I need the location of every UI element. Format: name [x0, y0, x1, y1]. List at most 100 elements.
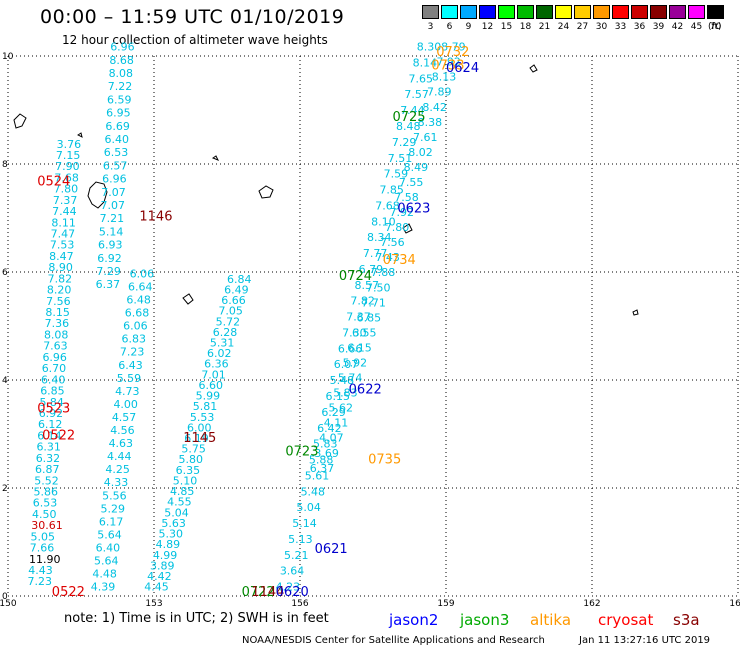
swh-value: 6.83 — [122, 333, 147, 346]
swh-value: 6.35 — [176, 464, 201, 477]
island-outline — [632, 309, 639, 316]
track-east-1: 8.30 8.14 7.65 7.57 7.44 8.48 7.29 7.51 7.59 7.85… — [276, 41, 442, 594]
swh-value: 5.14 — [99, 225, 124, 238]
swh-value: 6.59 — [107, 93, 132, 106]
x-tick-label: 150 — [0, 599, 17, 609]
swh-value: 6.40 — [105, 133, 129, 146]
swh-value: 7.61 — [413, 131, 438, 144]
swh-value: 5.99 — [196, 390, 221, 403]
swh-value: 4.89 — [156, 538, 181, 551]
island-outlines — [13, 64, 639, 316]
swh-value: 7.68 — [54, 171, 79, 184]
swh-value: 8.15 — [45, 306, 70, 319]
swh-value: 6.40 — [96, 541, 121, 554]
legend-swatch — [688, 5, 705, 19]
pass-time-label: 0522 — [42, 428, 75, 443]
swh-value: 8.02 — [408, 146, 433, 159]
swh-value: 4.11 — [324, 417, 349, 430]
y-tick-label: 6 — [2, 268, 8, 278]
swh-value: 5.10 — [173, 474, 198, 487]
pass-time-label: 0725 — [392, 110, 425, 125]
swh-value: 5.83 — [313, 438, 338, 451]
swh-value: 7.23 — [27, 575, 52, 588]
swh-value: 3.64 — [280, 565, 305, 578]
swh-value: 5.88 — [309, 454, 334, 467]
legend-label: 70 — [709, 22, 722, 32]
mission-cryosat: cryosat — [598, 611, 654, 629]
island-outline — [182, 293, 194, 305]
swh-value: 8.34 — [367, 231, 392, 244]
legend-swatch — [536, 5, 553, 19]
legend-swatch — [460, 5, 477, 19]
swh-value: 3.89 — [150, 559, 175, 572]
swh-value: 7.29 — [392, 136, 417, 149]
swh-value: 6.53 — [33, 497, 58, 510]
x-tick-label: 159 — [437, 599, 454, 609]
swh-value: 4.56 — [110, 424, 135, 437]
swh-value: 7.55 — [399, 176, 424, 189]
swh-value: 6.95 — [106, 107, 130, 120]
swh-value: 7.90 — [55, 160, 80, 173]
swh-value: 6.36 — [204, 358, 229, 371]
legend-label: 24 — [557, 22, 570, 32]
footer-timestamp: Jan 11 13:27:16 UTC 2019 — [579, 635, 711, 646]
swh-value: 11.90 — [29, 553, 61, 566]
swh-value: 7.30 — [342, 326, 367, 339]
swh-value: 5.30 — [159, 528, 184, 541]
pass-time-label: 1144 — [251, 585, 284, 600]
swh-value: 4.48 — [92, 568, 117, 581]
swh-value: 5.14 — [292, 517, 317, 530]
swh-value: 5.29 — [100, 502, 125, 515]
swh-value: 5.74 — [338, 372, 363, 385]
legend-label: 3 — [427, 22, 434, 32]
legend-swatch — [441, 5, 458, 19]
swh-value: 7.50 — [366, 281, 391, 294]
swh-value: 6.12 — [38, 418, 63, 431]
legend-label: 39 — [652, 22, 665, 32]
swh-value: 6.42 — [317, 422, 342, 435]
swh-value: 3.76 — [57, 138, 82, 151]
swh-value: 6.93 — [98, 239, 123, 252]
legend-label: 36 — [633, 22, 646, 32]
swh-value: 6.69 — [105, 120, 130, 133]
swh-value: 6.96 — [42, 351, 67, 364]
swh-value: 5.56 — [102, 489, 127, 502]
legend-swatch — [479, 5, 496, 19]
swh-value: 8.20 — [47, 284, 72, 297]
swh-value: 8.13 — [432, 71, 457, 84]
swh-value: 7.88 — [371, 266, 396, 279]
swh-value: 5.83 — [333, 387, 358, 400]
legend-swatch — [669, 5, 686, 19]
swh-value: 8.47 — [49, 250, 74, 263]
legend-swatch — [517, 5, 534, 19]
swh-value: 7.92 — [436, 56, 461, 69]
legend-swatch — [498, 5, 515, 19]
swh-value: 7.71 — [361, 296, 386, 309]
swh-value: 4.42 — [147, 570, 172, 583]
swh-value: 7.22 — [108, 80, 132, 93]
island-outline — [87, 181, 108, 209]
x-tick-label: 153 — [145, 599, 162, 609]
swh-value: 6.60 — [198, 379, 223, 392]
island-outline — [402, 223, 413, 234]
y-tick-label: 10 — [2, 52, 14, 62]
track-west-1: 3.767.157.907.687.807.377.448.117.477.53… — [27, 138, 81, 588]
pass-time-label: 0723 — [285, 445, 318, 460]
swh-value: 5.59 — [117, 372, 142, 385]
pass-time-label: 0624 — [446, 61, 479, 76]
pass-time-label: 0734 — [383, 253, 416, 268]
swh-value: 4.85 — [170, 485, 195, 498]
pass-time-label: 0735 — [368, 453, 401, 468]
swh-value: 7.89 — [427, 86, 452, 99]
swh-value: 7.63 — [43, 340, 68, 353]
swh-value: 6.15 — [347, 341, 372, 354]
swh-value: 8.10 — [371, 215, 396, 228]
swh-value: 6.66 — [338, 342, 363, 355]
legend-label: 27 — [576, 22, 589, 32]
swh-value: 7.82 — [48, 272, 73, 285]
wave-height-map: 15015315615916216510864203.767.157.907.6… — [0, 41, 740, 609]
swh-value: 6.87 — [35, 463, 60, 476]
swh-value: 5.53 — [190, 411, 215, 424]
swh-value: 7.68 — [375, 199, 400, 212]
swh-value: 7.43 — [375, 251, 400, 264]
